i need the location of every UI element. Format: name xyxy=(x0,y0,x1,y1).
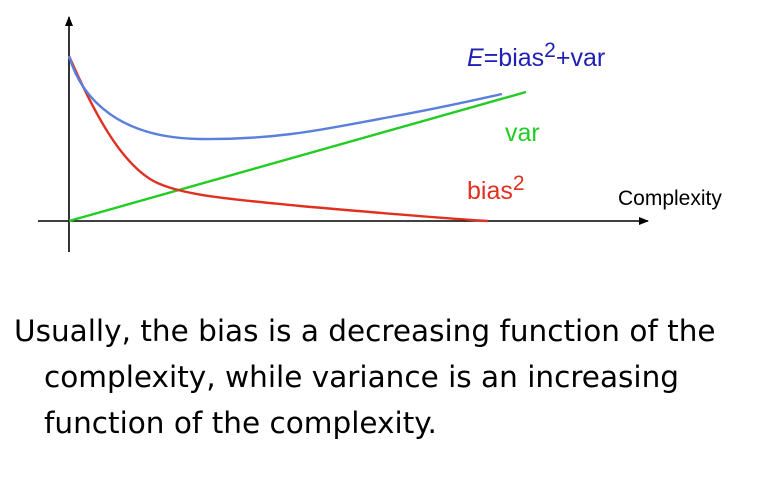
total-error-label-tail: +var xyxy=(556,44,605,72)
bias-squared-label: bias2 xyxy=(467,172,525,205)
bias-label-sup: 2 xyxy=(513,172,525,195)
total-error-label-base: =bias xyxy=(484,44,544,72)
caption-text: Usually, the bias is a decreasing functi… xyxy=(14,314,716,440)
variance-label: var xyxy=(505,119,540,147)
caption: Usually, the bias is a decreasing functi… xyxy=(14,308,754,446)
bias-variance-diagram: E=bias2+var var bias2 Complexity xyxy=(38,16,722,252)
total-error-curve xyxy=(67,55,503,141)
x-axis-label: Complexity xyxy=(618,187,722,210)
bias-label-base: bias xyxy=(467,177,513,205)
total-error-label-e: E xyxy=(467,44,484,72)
total-error-label: E=bias2+var xyxy=(467,39,605,72)
total-error-label-sup: 2 xyxy=(544,39,556,62)
variance-curve xyxy=(68,90,527,223)
bias-squared-curve xyxy=(67,55,489,223)
